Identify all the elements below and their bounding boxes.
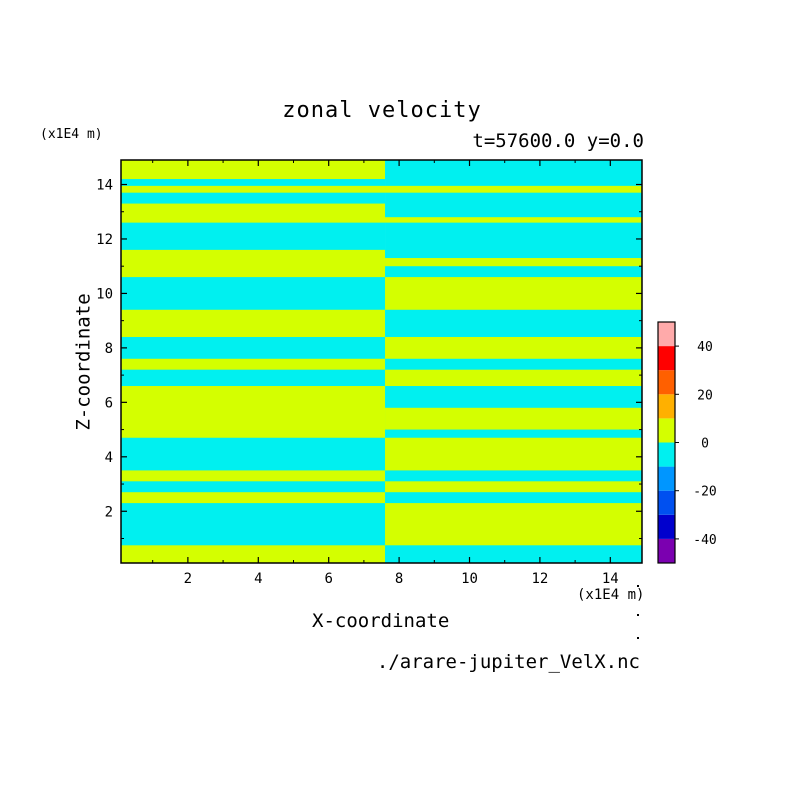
velocity-band bbox=[121, 277, 386, 310]
source-filename: ./arare-jupiter_VelX.nc bbox=[376, 651, 640, 673]
y-tick-label: 12 bbox=[96, 232, 113, 248]
y-tick-label: 8 bbox=[105, 341, 113, 357]
colorbar-segment bbox=[658, 370, 675, 395]
colorbar-segment bbox=[658, 490, 675, 515]
colorbar-segment bbox=[658, 418, 675, 443]
colorbar-tick-label: 20 bbox=[697, 388, 713, 403]
colorbar-segment bbox=[658, 514, 675, 539]
x-tick-label: 8 bbox=[395, 571, 403, 587]
velocity-band bbox=[121, 369, 386, 387]
velocity-band bbox=[385, 545, 642, 563]
marker-dot bbox=[637, 585, 639, 587]
velocity-band bbox=[385, 217, 642, 223]
y-tick-label: 2 bbox=[105, 504, 113, 520]
velocity-field bbox=[121, 160, 642, 563]
velocity-band bbox=[385, 277, 642, 310]
velocity-band bbox=[121, 545, 386, 563]
velocity-band bbox=[121, 222, 386, 250]
colorbar-tick-label: -40 bbox=[693, 533, 716, 548]
x-tick-label: 10 bbox=[461, 571, 478, 587]
velocity-band bbox=[121, 192, 386, 204]
colorbar-tick-label: -20 bbox=[693, 485, 716, 500]
colorbar-segment bbox=[658, 322, 675, 347]
colorbar: -40 -20 0 20 40 bbox=[657, 321, 717, 564]
colorbar-segment bbox=[658, 442, 675, 467]
y-axis-unit: (x1E4 m) bbox=[40, 127, 103, 142]
plot-frame bbox=[120, 159, 643, 564]
x-tick-label: 6 bbox=[324, 571, 332, 587]
y-tick-label: 6 bbox=[105, 395, 113, 411]
velocity-band bbox=[385, 437, 642, 471]
x-tick-label: 2 bbox=[184, 571, 192, 587]
y-tick-label: 4 bbox=[105, 450, 113, 466]
chart-subtitle: t=57600.0 y=0.0 bbox=[472, 130, 644, 152]
colorbar-tick-label: 0 bbox=[701, 437, 709, 452]
axes: 2 4 6 8 10 12 14 2 4 6 8 10 12 14 bbox=[96, 160, 642, 587]
velocity-band bbox=[385, 185, 642, 193]
colorbar-segment bbox=[658, 394, 675, 419]
velocity-band bbox=[121, 336, 386, 359]
x-axis-label: X-coordinate bbox=[312, 610, 450, 632]
velocity-band bbox=[385, 407, 642, 430]
y-tick-label: 14 bbox=[96, 178, 113, 194]
velocity-band bbox=[121, 437, 386, 471]
marker-dot bbox=[637, 614, 639, 616]
x-tick-label: 12 bbox=[531, 571, 548, 587]
colorbar-segment bbox=[658, 346, 675, 371]
x-tick-label: 14 bbox=[602, 571, 619, 587]
x-axis-unit: (x1E4 m) bbox=[577, 587, 645, 603]
velocity-band bbox=[121, 503, 386, 546]
colorbar-segment bbox=[658, 466, 675, 491]
velocity-band bbox=[385, 481, 642, 493]
colorbar-segment bbox=[658, 538, 675, 563]
velocity-band bbox=[385, 258, 642, 267]
velocity-band bbox=[385, 369, 642, 387]
velocity-band bbox=[121, 481, 386, 493]
left-half-background bbox=[121, 160, 386, 563]
corner-markers bbox=[637, 585, 639, 639]
right-half-background bbox=[385, 160, 642, 563]
velocity-band bbox=[121, 179, 386, 186]
chart-title: zonal velocity bbox=[282, 98, 482, 123]
colorbar-tick-label: 40 bbox=[697, 340, 713, 355]
velocity-band bbox=[385, 336, 642, 359]
x-tick-label: 4 bbox=[254, 571, 262, 587]
marker-dot bbox=[637, 637, 639, 639]
y-tick-label: 10 bbox=[96, 286, 113, 302]
velocity-band bbox=[385, 503, 642, 546]
